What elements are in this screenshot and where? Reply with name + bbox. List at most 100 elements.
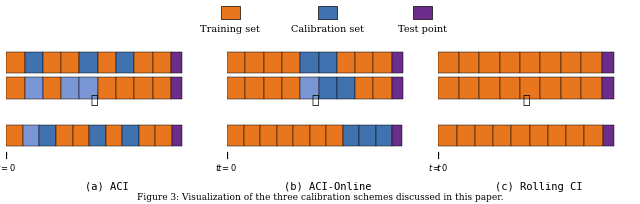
- Bar: [264, 77, 282, 99]
- Bar: [79, 52, 98, 73]
- Bar: [540, 77, 561, 99]
- Bar: [139, 125, 155, 146]
- Bar: [227, 52, 246, 73]
- Bar: [6, 125, 23, 146]
- Bar: [540, 52, 561, 73]
- Bar: [355, 77, 373, 99]
- Bar: [603, 125, 614, 146]
- Bar: [134, 52, 152, 73]
- Text: $t$: $t$: [436, 162, 442, 173]
- Bar: [581, 77, 602, 99]
- Text: Test point: Test point: [398, 26, 447, 34]
- Text: Figure 3: Visualization of the three calibration schemes discussed in this paper: Figure 3: Visualization of the three cal…: [137, 193, 503, 202]
- Bar: [246, 52, 264, 73]
- Bar: [337, 52, 355, 73]
- Bar: [134, 77, 152, 99]
- Bar: [584, 125, 603, 146]
- Bar: [246, 77, 264, 99]
- Text: ⋮: ⋮: [311, 94, 319, 107]
- Text: $t$: $t$: [215, 162, 221, 173]
- Bar: [459, 77, 479, 99]
- Bar: [260, 125, 276, 146]
- Bar: [23, 125, 40, 146]
- Text: (b) ACI-Online: (b) ACI-Online: [284, 182, 372, 192]
- Text: $t=0$: $t=0$: [0, 162, 17, 173]
- Bar: [561, 52, 581, 73]
- Bar: [343, 125, 360, 146]
- Bar: [548, 125, 566, 146]
- Bar: [355, 52, 373, 73]
- Text: $t=0$: $t=0$: [217, 162, 237, 173]
- Bar: [116, 77, 134, 99]
- Bar: [438, 52, 459, 73]
- Bar: [152, 77, 171, 99]
- Bar: [25, 77, 43, 99]
- Bar: [581, 52, 602, 73]
- Bar: [459, 52, 479, 73]
- Bar: [520, 52, 540, 73]
- Text: Training set: Training set: [200, 26, 260, 34]
- Bar: [360, 125, 376, 146]
- Bar: [475, 125, 493, 146]
- Bar: [479, 52, 500, 73]
- Bar: [43, 77, 61, 99]
- Bar: [479, 77, 500, 99]
- Bar: [293, 125, 310, 146]
- Bar: [79, 77, 98, 99]
- Bar: [282, 77, 300, 99]
- Bar: [155, 125, 172, 146]
- Bar: [438, 77, 459, 99]
- Bar: [310, 125, 326, 146]
- Text: ⋮: ⋮: [90, 94, 98, 107]
- Bar: [43, 52, 61, 73]
- Bar: [6, 52, 25, 73]
- Bar: [520, 77, 540, 99]
- Bar: [72, 125, 89, 146]
- Bar: [122, 125, 139, 146]
- Bar: [25, 52, 43, 73]
- Bar: [40, 125, 56, 146]
- Bar: [319, 77, 337, 99]
- Bar: [561, 77, 581, 99]
- Text: $t=0$: $t=0$: [428, 162, 449, 173]
- Bar: [116, 52, 134, 73]
- Bar: [566, 125, 584, 146]
- Bar: [61, 77, 79, 99]
- Bar: [6, 77, 25, 99]
- Bar: [276, 125, 293, 146]
- Bar: [227, 77, 246, 99]
- Bar: [376, 125, 392, 146]
- Bar: [602, 52, 614, 73]
- Text: ⋮: ⋮: [522, 94, 530, 107]
- Bar: [500, 77, 520, 99]
- Bar: [373, 77, 392, 99]
- Bar: [602, 77, 614, 99]
- Bar: [500, 52, 520, 73]
- Bar: [373, 52, 392, 73]
- Bar: [106, 125, 122, 146]
- Bar: [511, 125, 530, 146]
- Text: (c) Rolling CI: (c) Rolling CI: [495, 182, 583, 192]
- Bar: [171, 77, 182, 99]
- Bar: [300, 77, 319, 99]
- Bar: [264, 52, 282, 73]
- Bar: [172, 125, 182, 146]
- Bar: [171, 52, 182, 73]
- Bar: [98, 52, 116, 73]
- Bar: [337, 77, 355, 99]
- Bar: [493, 125, 511, 146]
- Bar: [244, 125, 260, 146]
- Bar: [152, 52, 171, 73]
- Bar: [457, 125, 475, 146]
- Text: Calibration set: Calibration set: [291, 26, 364, 34]
- Bar: [392, 125, 403, 146]
- Bar: [326, 125, 343, 146]
- Bar: [392, 77, 403, 99]
- Text: (a) ACI: (a) ACI: [85, 182, 129, 192]
- Bar: [227, 125, 244, 146]
- Bar: [282, 52, 300, 73]
- Bar: [98, 77, 116, 99]
- Bar: [530, 125, 548, 146]
- Bar: [56, 125, 72, 146]
- Bar: [438, 125, 457, 146]
